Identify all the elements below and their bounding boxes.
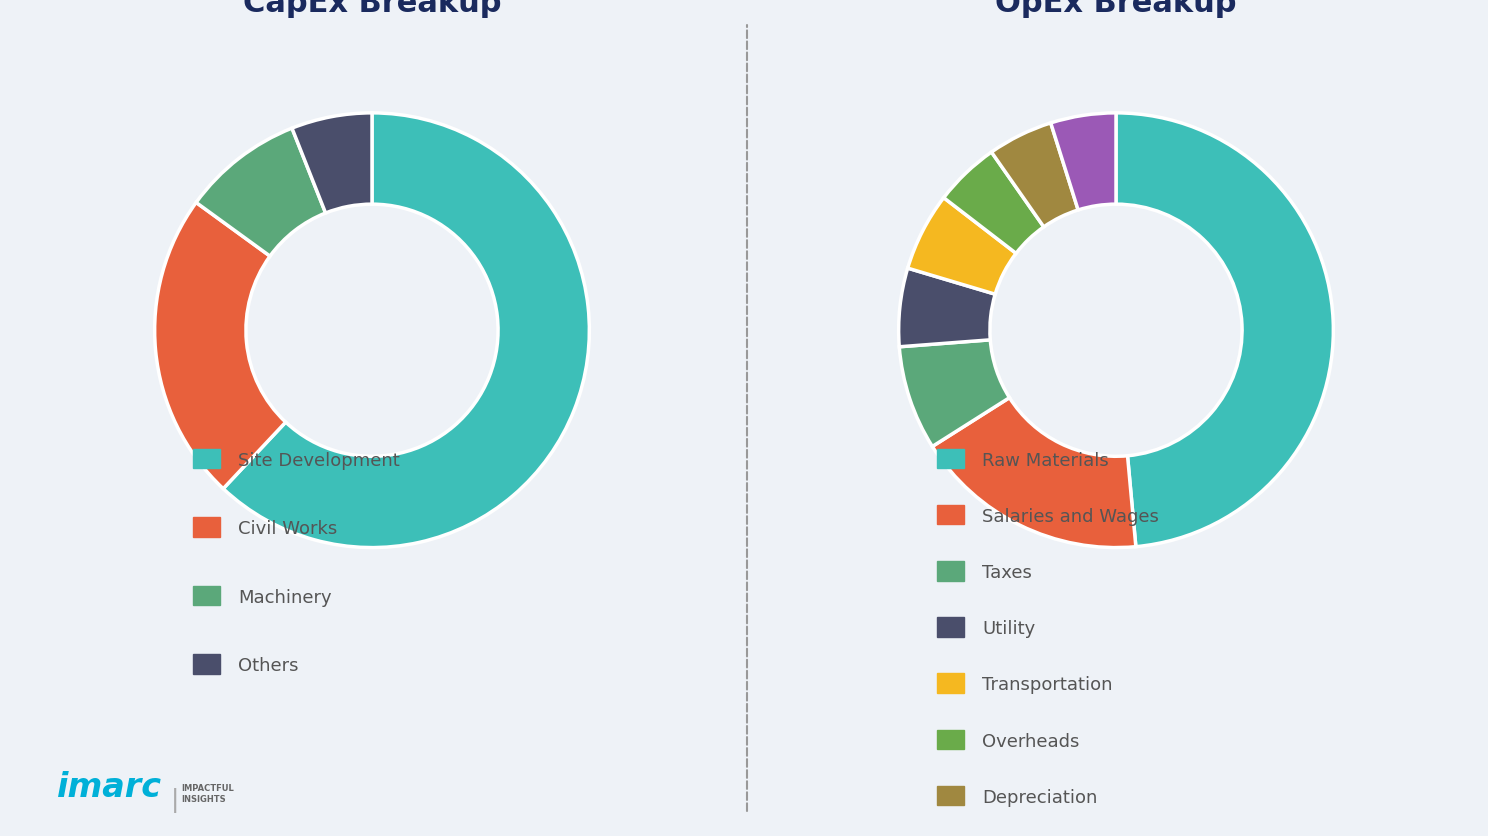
Text: Machinery: Machinery [238, 589, 332, 607]
Text: |: | [171, 788, 180, 813]
Text: Salaries and Wages: Salaries and Wages [982, 507, 1159, 526]
Text: Transportation: Transportation [982, 676, 1113, 695]
Wedge shape [899, 268, 995, 347]
Title: OpEx Breakup: OpEx Breakup [995, 0, 1237, 18]
Text: INSIGHTS: INSIGHTS [182, 795, 226, 804]
Text: Others: Others [238, 657, 299, 675]
Text: imarc: imarc [57, 772, 162, 804]
Text: Overheads: Overheads [982, 732, 1079, 751]
Wedge shape [933, 398, 1135, 548]
Wedge shape [223, 113, 589, 548]
Wedge shape [943, 152, 1043, 253]
Title: CapEx Breakup: CapEx Breakup [243, 0, 501, 18]
Text: Site Development: Site Development [238, 451, 400, 470]
Wedge shape [155, 202, 286, 489]
Text: Utility: Utility [982, 620, 1036, 638]
Wedge shape [196, 128, 326, 256]
Wedge shape [1116, 113, 1333, 547]
Wedge shape [908, 197, 1016, 294]
Text: Civil Works: Civil Works [238, 520, 338, 538]
Wedge shape [899, 339, 1009, 446]
Wedge shape [292, 113, 372, 213]
Text: Raw Materials: Raw Materials [982, 451, 1109, 470]
Wedge shape [991, 123, 1079, 227]
Wedge shape [1051, 113, 1116, 210]
Text: Taxes: Taxes [982, 564, 1033, 582]
Text: Depreciation: Depreciation [982, 789, 1098, 807]
Text: IMPACTFUL: IMPACTFUL [182, 783, 234, 793]
